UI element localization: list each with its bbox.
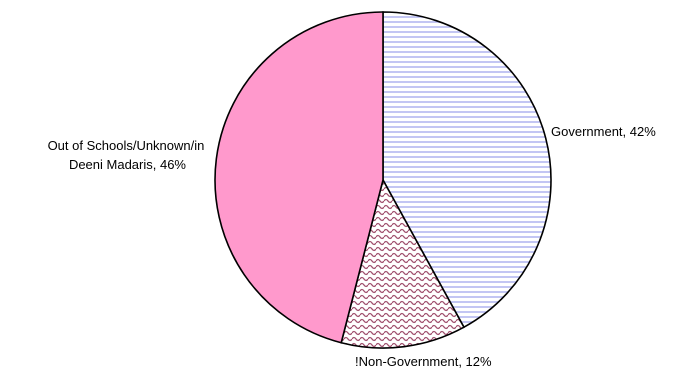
label-out-of-schools-line-2: Deeni Madaris, 46%	[69, 157, 186, 172]
slice-government	[382, 11, 552, 329]
slice-non-government	[340, 177, 466, 349]
slice-out-of-schools	[214, 11, 384, 344]
label-out-of-schools-line-1: Out of Schools/Unknown/in	[48, 138, 205, 153]
pie-slices	[214, 11, 552, 349]
label-out-of-schools: Out of Schools/Unknown/in Deeni Madaris,…	[48, 138, 208, 172]
label-non-government: !Non-Government, 12%	[355, 354, 492, 369]
label-government: Government, 42%	[551, 124, 656, 139]
